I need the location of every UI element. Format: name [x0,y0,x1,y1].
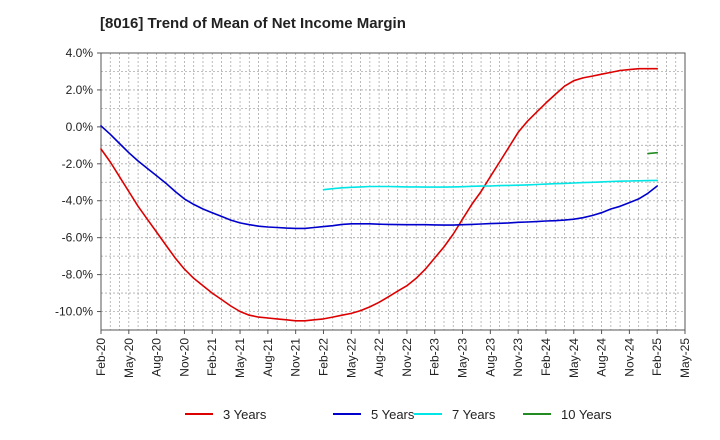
x-tick-label: Aug-24 [595,338,609,377]
chart-title: [8016] Trend of Mean of Net Income Margi… [100,15,406,32]
x-axis: Feb-20 May-20 Aug-20 Nov-20 Feb-21 May-21 Aug-… [94,330,692,378]
y-tick-label: 2.0% [66,83,94,97]
x-tick-label: Nov-24 [622,338,636,377]
x-tick-label: May-25 [678,338,692,378]
x-tick-label: Nov-23 [511,338,525,377]
x-tick-label: Feb-20 [94,338,108,376]
y-tick-label: 0.0% [66,120,94,134]
legend-label: 3 Years [223,407,267,422]
x-tick-label: May-20 [122,338,136,378]
legend-label: 5 Years [371,407,415,422]
series-line-5-years [100,125,659,230]
y-tick-label: -10.0% [55,305,93,319]
y-tick-label: 4.0% [66,46,94,60]
x-tick-label: Nov-22 [400,338,414,377]
y-tick-label: -8.0% [62,268,94,282]
x-tick-label: May-23 [456,338,470,378]
series-lines [100,67,659,322]
y-tick-label: -2.0% [62,157,94,171]
x-tick-label: Aug-21 [261,338,275,377]
series-line-3-years [100,67,659,322]
legend-label: 7 Years [452,407,496,422]
series-line-7-years [322,179,659,191]
series-line-10-years [647,151,659,155]
y-tick-label: -6.0% [62,231,94,245]
x-tick-label: Aug-20 [150,338,164,377]
x-tick-label: Feb-24 [539,338,553,376]
x-tick-label: Feb-21 [205,338,219,376]
legend: 3 Years 5 Years 7 Years 10 Years [185,407,612,422]
x-tick-label: Feb-23 [428,338,442,376]
x-tick-label: Nov-21 [289,338,303,377]
x-tick-label: May-22 [344,338,358,378]
y-axis: 4.0% 2.0% 0.0% -2.0% -4.0% -6.0% -8.0% -10.0% [55,46,101,319]
x-tick-label: Nov-20 [177,338,191,377]
x-tick-label: Aug-23 [483,338,497,377]
y-tick-label: -4.0% [62,194,94,208]
x-tick-label: May-24 [567,338,581,378]
legend-label: 10 Years [561,407,612,422]
plot-frame [100,52,686,331]
x-tick-label: May-21 [233,338,247,378]
x-tick-label: Aug-22 [372,338,386,377]
grid [101,52,685,331]
x-tick-label: Feb-22 [316,338,330,376]
x-tick-label: Feb-25 [650,338,664,376]
